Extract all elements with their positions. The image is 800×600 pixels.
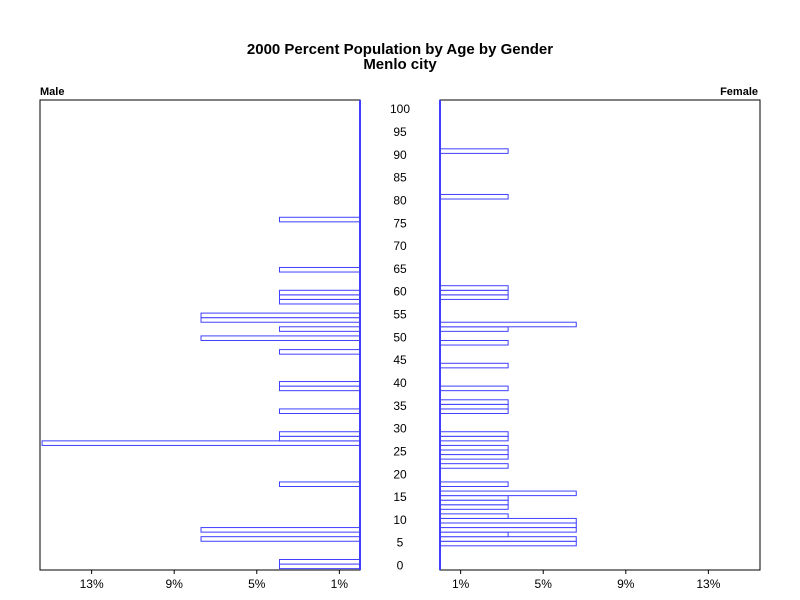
y-tick-label: 80 bbox=[393, 193, 407, 207]
y-tick-label: 90 bbox=[393, 148, 407, 162]
y-tick-label: 20 bbox=[393, 467, 407, 481]
bar bbox=[439, 454, 509, 460]
y-tick-label: 85 bbox=[393, 171, 407, 185]
y-tick-label: 15 bbox=[393, 490, 407, 504]
y-tick-label: 5 bbox=[397, 536, 404, 550]
bar bbox=[439, 490, 577, 497]
y-tick-label: 0 bbox=[397, 559, 404, 573]
bar bbox=[278, 266, 361, 273]
x-tick-label: 9% bbox=[617, 577, 635, 591]
bar bbox=[278, 408, 361, 414]
bar bbox=[278, 559, 361, 565]
bar bbox=[278, 326, 361, 332]
bar bbox=[439, 463, 509, 469]
y-tick-label: 75 bbox=[393, 216, 407, 230]
bar bbox=[439, 362, 509, 369]
bar bbox=[439, 321, 577, 328]
bar bbox=[200, 527, 361, 533]
bar bbox=[278, 216, 361, 223]
x-tick-label: 1% bbox=[331, 577, 349, 591]
x-tick-label: 1% bbox=[452, 577, 470, 591]
bar bbox=[439, 481, 509, 487]
bar bbox=[439, 540, 577, 547]
y-tick-label: 35 bbox=[393, 399, 407, 413]
bar bbox=[200, 335, 361, 341]
y-tick-label: 60 bbox=[393, 285, 407, 299]
bar bbox=[439, 531, 509, 538]
bar bbox=[439, 326, 509, 332]
bar bbox=[200, 312, 361, 319]
x-tick-label: 5% bbox=[248, 577, 266, 591]
bar bbox=[439, 495, 509, 501]
bar bbox=[278, 563, 361, 570]
bar bbox=[439, 399, 509, 405]
x-tick-label: 9% bbox=[166, 577, 184, 591]
y-tick-label: 40 bbox=[393, 376, 407, 390]
bar bbox=[439, 444, 509, 451]
bar bbox=[278, 349, 361, 355]
bar bbox=[439, 148, 509, 154]
bar bbox=[439, 403, 509, 410]
bar bbox=[439, 499, 509, 506]
chart-title: 2000 Percent Population by Age by Gender bbox=[247, 41, 553, 58]
bar bbox=[439, 431, 509, 437]
bar bbox=[439, 513, 509, 519]
bar bbox=[278, 431, 361, 437]
x-tick-label: 13% bbox=[80, 577, 104, 591]
bar bbox=[439, 289, 509, 296]
y-tick-label: 30 bbox=[393, 422, 407, 436]
bar bbox=[439, 294, 509, 300]
y-tick-label: 55 bbox=[393, 308, 407, 322]
bar bbox=[439, 517, 577, 524]
bar bbox=[278, 385, 361, 392]
bar bbox=[278, 298, 361, 305]
bar bbox=[200, 536, 361, 542]
y-tick-label: 65 bbox=[393, 262, 407, 276]
panel-label: Female bbox=[720, 86, 758, 98]
x-tick-label: 5% bbox=[535, 577, 553, 591]
bar bbox=[278, 435, 361, 442]
bar bbox=[439, 536, 577, 542]
male-panel bbox=[39, 99, 361, 571]
bar bbox=[41, 440, 361, 446]
bar bbox=[439, 527, 577, 533]
bar bbox=[439, 339, 509, 346]
bar bbox=[278, 294, 361, 300]
y-tick-label: 95 bbox=[393, 125, 407, 139]
bar bbox=[439, 449, 509, 456]
bar bbox=[200, 317, 361, 323]
y-tick-label: 45 bbox=[393, 353, 407, 367]
bar bbox=[278, 289, 361, 296]
y-tick-label: 50 bbox=[393, 330, 407, 344]
bar bbox=[439, 193, 509, 200]
x-tick-label: 13% bbox=[696, 577, 720, 591]
y-tick-label: 25 bbox=[393, 444, 407, 458]
bar bbox=[439, 435, 509, 442]
y-tick-label: 10 bbox=[393, 513, 407, 527]
bar bbox=[278, 481, 361, 487]
bar bbox=[439, 504, 509, 510]
bar bbox=[439, 408, 509, 414]
y-tick-label: 70 bbox=[393, 239, 407, 253]
chart-subtitle: Menlo city bbox=[363, 56, 437, 73]
bar bbox=[278, 381, 361, 387]
bar bbox=[439, 385, 509, 392]
y-tick-label: 100 bbox=[390, 102, 410, 116]
bar bbox=[439, 285, 509, 291]
panel-label: Male bbox=[40, 86, 64, 98]
bar bbox=[439, 522, 577, 529]
